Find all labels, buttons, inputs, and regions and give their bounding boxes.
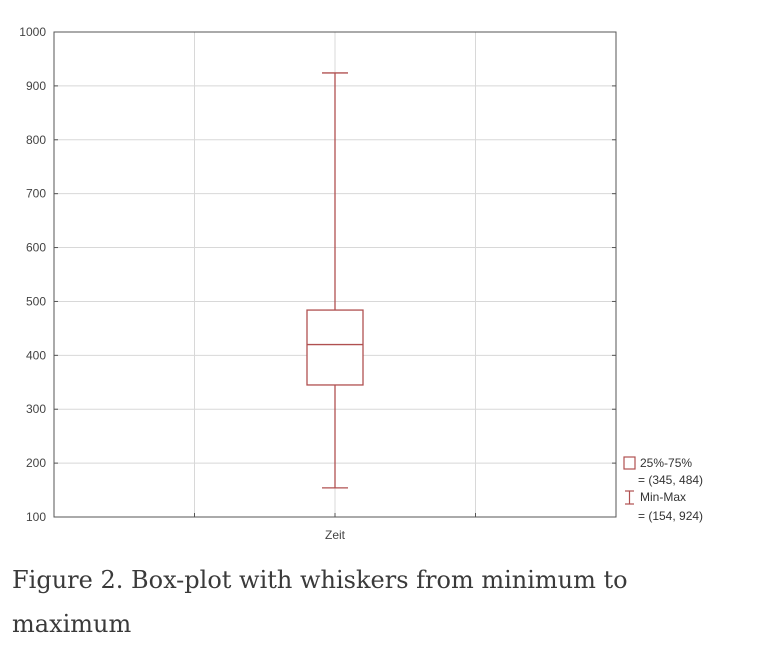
legend: 25%-75% = (345, 484) Min-Max = (154, 924… <box>623 456 703 523</box>
figure-caption: Figure 2. Box-plot with whiskers from mi… <box>12 566 628 638</box>
legend-whisker-swatch <box>625 490 634 505</box>
y-tick-label: 1000 <box>19 25 46 39</box>
legend-box-swatch <box>623 456 636 470</box>
plot-area-frame <box>53 31 617 518</box>
y-axis: 100 200 300 400 500 600 700 800 900 1000 <box>19 25 616 524</box>
y-tick-label: 500 <box>26 294 46 308</box>
y-tick-label: 100 <box>26 510 46 524</box>
iqr-box <box>306 309 364 386</box>
legend-whisker-value: = (154, 924) <box>638 509 703 523</box>
y-tick-label: 200 <box>26 456 46 470</box>
y-tick-label: 800 <box>26 133 46 147</box>
y-tick-label: 400 <box>26 348 46 362</box>
legend-whisker-label: Min-Max <box>640 490 686 504</box>
y-tick-label: 600 <box>26 241 46 255</box>
x-axis: Zeit <box>194 513 476 542</box>
box-plot-series <box>306 72 364 489</box>
y-tick-label: 900 <box>26 79 46 93</box>
x-tick-label: Zeit <box>325 528 346 542</box>
box-plot-chart: 100 200 300 400 500 600 700 800 900 1000 Zeit 25%… <box>19 25 703 542</box>
legend-box-label: 25%-75% <box>640 456 692 470</box>
legend-box-value: = (345, 484) <box>638 473 703 487</box>
y-tick-label: 300 <box>26 402 46 416</box>
y-tick-label: 700 <box>26 187 46 201</box>
